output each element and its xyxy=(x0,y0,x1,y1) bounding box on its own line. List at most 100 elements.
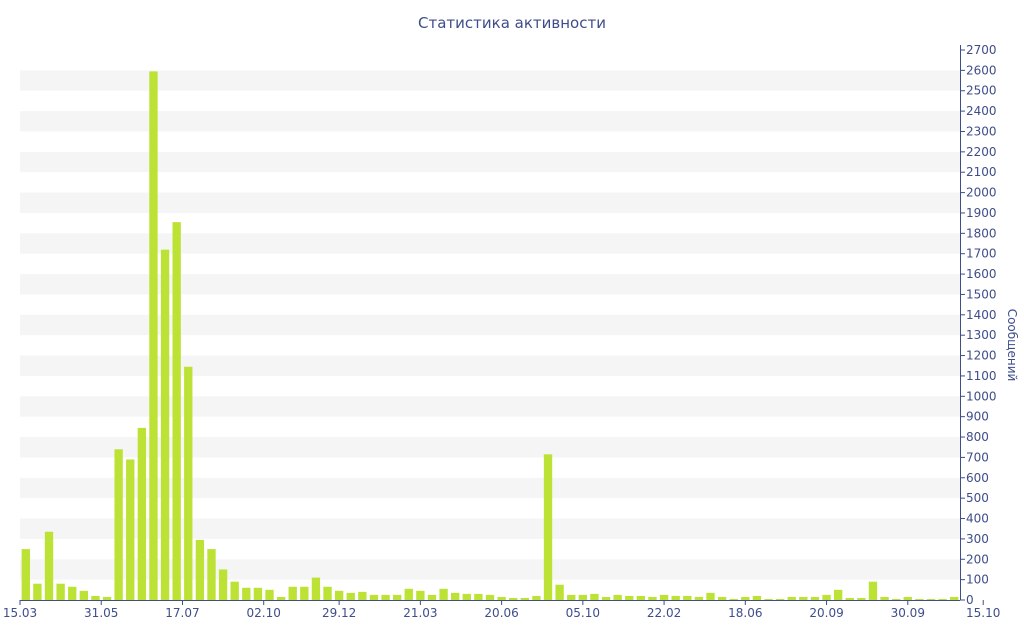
grid-band xyxy=(20,274,960,295)
bar[interactable] xyxy=(311,577,321,600)
bar[interactable] xyxy=(810,596,820,600)
y-tick-label: 2100 xyxy=(966,165,997,179)
bar[interactable] xyxy=(242,587,251,600)
bar[interactable] xyxy=(799,596,808,600)
bar[interactable] xyxy=(160,249,170,600)
bar[interactable] xyxy=(543,454,553,600)
grid-band xyxy=(20,518,960,539)
bar[interactable] xyxy=(358,591,367,600)
bar[interactable] xyxy=(845,597,854,600)
bar[interactable] xyxy=(578,594,588,600)
y-tick-label: 300 xyxy=(966,532,989,546)
bar[interactable] xyxy=(149,71,158,600)
bar[interactable] xyxy=(300,586,309,600)
bar[interactable] xyxy=(915,598,924,600)
bar[interactable] xyxy=(590,593,599,600)
bar[interactable] xyxy=(253,587,263,600)
bar[interactable] xyxy=(114,449,123,600)
bar[interactable] xyxy=(451,592,460,600)
bar[interactable] xyxy=(56,583,65,600)
bar[interactable] xyxy=(717,596,727,600)
bar[interactable] xyxy=(392,594,402,600)
bar[interactable] xyxy=(404,588,413,600)
bar[interactable] xyxy=(184,366,193,600)
bar[interactable] xyxy=(21,549,30,600)
bar[interactable] xyxy=(497,596,506,600)
bar[interactable] xyxy=(903,596,912,600)
bar[interactable] xyxy=(416,590,425,600)
bar[interactable] xyxy=(102,596,112,600)
bar[interactable] xyxy=(880,596,889,600)
bar[interactable] xyxy=(891,598,901,600)
bar[interactable] xyxy=(741,596,750,600)
bar[interactable] xyxy=(195,539,205,600)
y-tick-label: 1500 xyxy=(966,287,997,301)
bar[interactable] xyxy=(822,594,831,600)
bar[interactable] xyxy=(474,593,483,600)
y-tick-label: 2500 xyxy=(966,84,997,98)
bar[interactable] xyxy=(636,595,646,600)
bar[interactable] xyxy=(567,594,576,600)
grid-band xyxy=(20,111,960,132)
bar[interactable] xyxy=(126,459,135,600)
grid-band xyxy=(20,151,960,173)
chart-title: Статистика активности xyxy=(418,14,606,32)
bar[interactable] xyxy=(381,594,390,600)
bar[interactable] xyxy=(91,595,100,600)
bar[interactable] xyxy=(230,581,239,600)
y-tick-label: 2000 xyxy=(966,186,997,200)
bar[interactable] xyxy=(787,596,796,600)
bar[interactable] xyxy=(172,222,181,600)
bar[interactable] xyxy=(509,597,518,600)
bar[interactable] xyxy=(775,598,785,600)
bar[interactable] xyxy=(950,596,959,600)
bar[interactable] xyxy=(323,586,332,600)
bar[interactable] xyxy=(207,549,216,600)
bar[interactable] xyxy=(44,531,54,600)
bar[interactable] xyxy=(555,584,564,600)
bar[interactable] xyxy=(648,596,657,600)
bar[interactable] xyxy=(706,592,715,600)
bar[interactable] xyxy=(833,589,843,600)
bar[interactable] xyxy=(601,596,611,600)
bar[interactable] xyxy=(439,588,448,600)
bar[interactable] xyxy=(938,598,947,600)
bar[interactable] xyxy=(462,593,471,600)
bar[interactable] xyxy=(218,569,228,600)
bar[interactable] xyxy=(729,598,738,600)
x-tick-label: 29.12 xyxy=(322,606,356,620)
y-tick-label: 600 xyxy=(966,471,989,485)
bar[interactable] xyxy=(346,592,355,600)
bar[interactable] xyxy=(427,594,437,600)
bar[interactable] xyxy=(137,427,147,600)
bar[interactable] xyxy=(694,596,704,600)
bar[interactable] xyxy=(868,581,878,600)
bar[interactable] xyxy=(79,590,89,600)
y-tick-label: 2600 xyxy=(966,63,997,77)
bar[interactable] xyxy=(752,595,762,600)
bar[interactable] xyxy=(288,586,297,600)
bar[interactable] xyxy=(520,597,529,600)
bar[interactable] xyxy=(764,598,773,600)
bar[interactable] xyxy=(485,594,495,600)
bar[interactable] xyxy=(671,595,680,600)
bar[interactable] xyxy=(33,583,42,600)
bar[interactable] xyxy=(68,586,77,600)
bar[interactable] xyxy=(659,594,669,600)
bar[interactable] xyxy=(276,596,286,600)
bar[interactable] xyxy=(613,594,622,600)
bar[interactable] xyxy=(532,595,541,600)
bar[interactable] xyxy=(369,594,379,600)
x-tick-label: 20.06 xyxy=(484,606,518,620)
y-tick-label: 1600 xyxy=(966,267,997,281)
bar[interactable] xyxy=(265,589,274,600)
bar[interactable] xyxy=(683,595,692,600)
y-tick-label: 1400 xyxy=(966,308,997,322)
bar[interactable] xyxy=(625,595,634,600)
grid-band xyxy=(20,559,960,580)
grid-band xyxy=(20,233,960,254)
bar[interactable] xyxy=(857,597,866,600)
bar[interactable] xyxy=(926,598,936,600)
bar[interactable] xyxy=(334,590,344,600)
